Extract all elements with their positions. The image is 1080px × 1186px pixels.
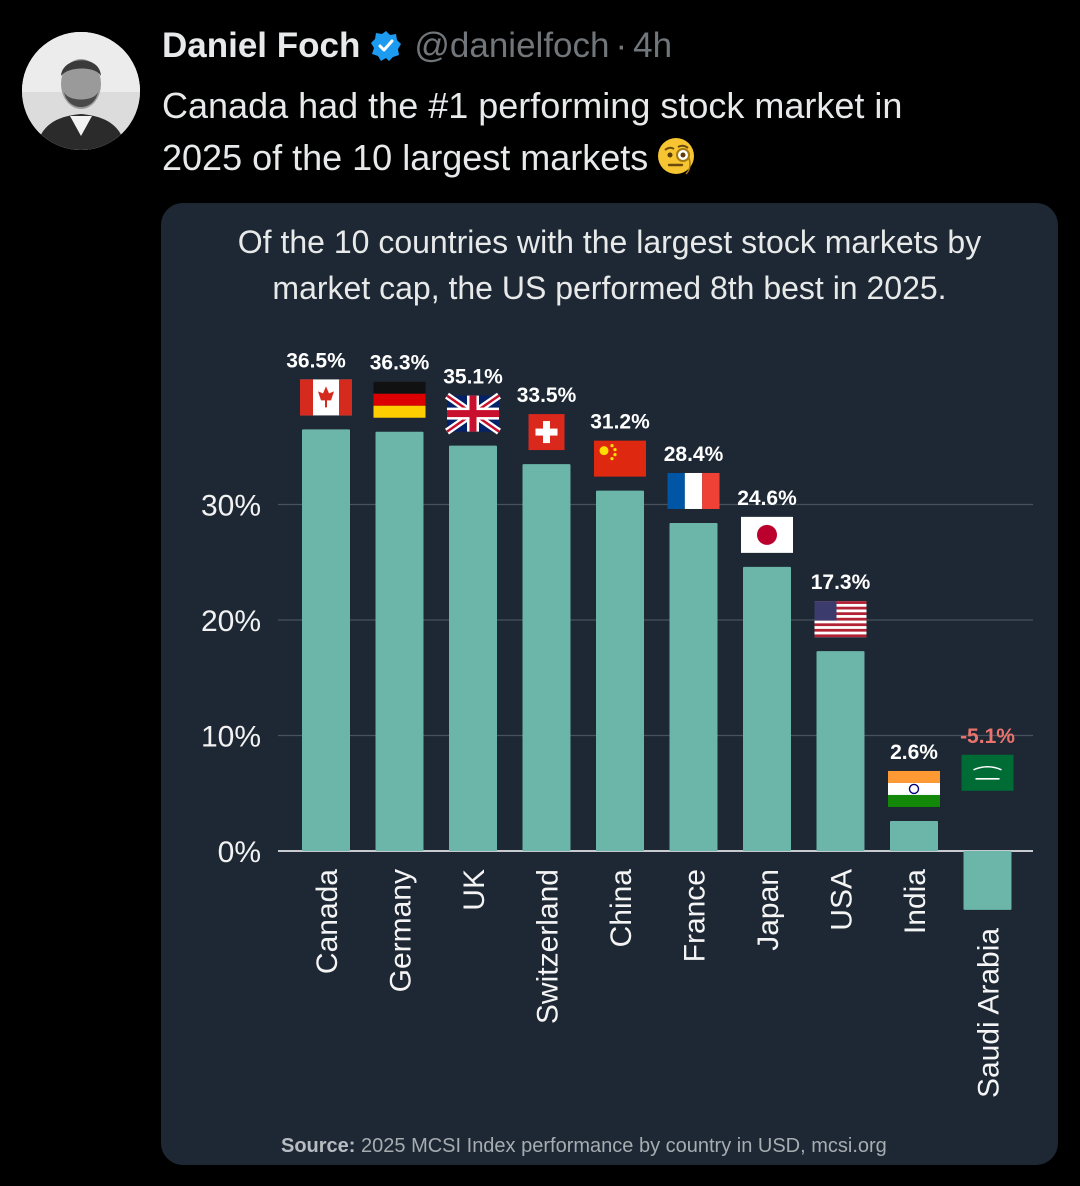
bar-uk[interactable] <box>449 445 497 851</box>
switzerland-flag-icon <box>528 414 565 451</box>
category-label: Japan <box>752 869 785 951</box>
japan-flag-icon <box>741 516 793 553</box>
bar-india[interactable] <box>890 820 938 851</box>
chart-title-line1: Of the 10 countries with the largest sto… <box>237 224 982 260</box>
chart-card[interactable]: Of the 10 countries with the largest sto… <box>161 203 1058 1165</box>
value-label: 31.2% <box>590 411 650 434</box>
bar-canada[interactable] <box>302 429 350 851</box>
value-label: 35.1% <box>443 366 503 389</box>
chart-title: Of the 10 countries with the largest sto… <box>161 219 1058 311</box>
post-text-line2-wrap: 2025 of the 10 largest markets <box>162 132 1042 184</box>
category-label: Canada <box>311 869 344 974</box>
separator-dot: · <box>615 26 628 65</box>
y-tick-label: 20% <box>201 605 261 638</box>
category-label: Germany <box>385 869 418 992</box>
category-label: Saudi Arabia <box>973 928 1006 1098</box>
y-tick-label: 30% <box>201 490 261 523</box>
y-tick-label: 10% <box>201 721 261 754</box>
post-time[interactable]: 4h <box>633 26 673 65</box>
value-label: 28.4% <box>664 443 724 466</box>
monocle-face-emoji-icon <box>656 136 696 176</box>
france-flag-icon <box>667 472 720 509</box>
category-label: UK <box>458 869 491 911</box>
author-handle[interactable]: @danielfoch <box>414 26 610 65</box>
saudi-arabia-flag-icon <box>961 754 1014 791</box>
post-text: Canada had the #1 performing stock marke… <box>162 80 1042 184</box>
post-text-line2: 2025 of the 10 largest markets <box>162 137 649 178</box>
bar-japan[interactable] <box>743 566 791 851</box>
y-tick-label: 0% <box>218 836 261 869</box>
bar-switzerland[interactable] <box>522 464 571 851</box>
post-text-line1: Canada had the #1 performing stock marke… <box>162 85 903 126</box>
chart-title-line2: market cap, the US performed 8th best in… <box>272 270 947 306</box>
value-label: -5.1% <box>960 725 1015 748</box>
category-label: France <box>679 869 712 962</box>
source-label: Source: <box>281 1135 356 1157</box>
value-label: 24.6% <box>737 487 797 510</box>
value-label: 2.6% <box>890 741 938 764</box>
bar-china[interactable] <box>596 490 644 851</box>
bar-usa[interactable] <box>816 651 865 851</box>
post-header: Daniel Foch @danielfoch · 4h <box>162 26 672 66</box>
author-name[interactable]: Daniel Foch <box>162 26 361 65</box>
bar-germany[interactable] <box>375 431 424 851</box>
uk-flag-icon <box>445 392 501 435</box>
canada-flag-icon <box>300 379 352 416</box>
bar-france[interactable] <box>669 522 718 851</box>
value-label: 36.3% <box>370 352 430 375</box>
verified-badge-icon <box>370 30 402 62</box>
india-flag-icon <box>888 770 940 807</box>
category-label: India <box>899 869 932 934</box>
germany-flag-icon <box>373 381 426 418</box>
china-flag-icon <box>594 440 646 477</box>
bar-saudi-arabia[interactable] <box>963 851 1012 910</box>
category-label: USA <box>826 869 859 931</box>
value-label: 17.3% <box>811 571 871 594</box>
value-label: 36.5% <box>286 349 346 372</box>
usa-flag-icon <box>814 601 867 638</box>
category-label: Switzerland <box>532 869 565 1024</box>
category-label: China <box>605 869 638 948</box>
value-label: 33.5% <box>517 384 577 407</box>
chart-source: Source: 2025 MCSI Index performance by c… <box>281 1135 887 1158</box>
bar-chart: 0% 10% 20% 30% 36.5% Canada 36.3% Germany 35.1% U… <box>201 349 1033 1098</box>
source-text: 2025 MCSI Index performance by country i… <box>355 1135 887 1157</box>
author-avatar[interactable] <box>22 32 140 150</box>
